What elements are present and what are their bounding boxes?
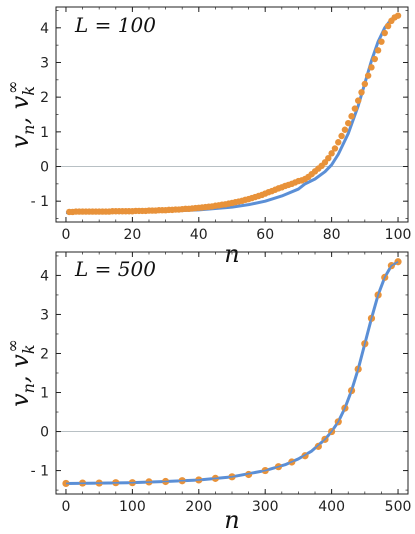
x-tick-label: 200 xyxy=(185,499,212,515)
data-point xyxy=(361,80,369,88)
data-point xyxy=(381,29,388,37)
data-point xyxy=(384,22,392,30)
x-tick-label: 100 xyxy=(385,227,412,243)
panel-label-top: L = 100 xyxy=(74,13,156,37)
plot-content: 0 20 40 60 80 100 - 1 0 1 2 3 4 xyxy=(31,6,412,243)
y-tick-label: 3 xyxy=(40,55,49,71)
plot-frame xyxy=(55,251,409,495)
plot-content: 0 100 200 300 400 500 - 1 0 1 2 3 4 xyxy=(31,251,412,515)
x-tick-label: 20 xyxy=(123,227,141,243)
x-tick-label: 0 xyxy=(62,499,71,515)
data-point xyxy=(364,72,372,79)
data-point xyxy=(358,89,365,96)
y-axis-label: vn, vk∞ xyxy=(3,81,38,149)
data-point xyxy=(345,119,352,127)
series-line xyxy=(65,260,399,485)
panel-bottom: 0 100 200 300 400 500 - 1 0 1 2 3 4 L = 500 n vn, vk∞ xyxy=(3,251,412,534)
data-point xyxy=(335,139,342,146)
y-tick-label: 1 xyxy=(40,125,49,141)
data-point xyxy=(325,154,332,162)
x-tick-label: 60 xyxy=(256,227,274,243)
data-point xyxy=(331,145,339,152)
data-point xyxy=(338,132,345,140)
y-tick-label: 0 xyxy=(40,160,49,176)
data-point xyxy=(351,105,359,112)
data-point xyxy=(348,113,355,120)
data-point xyxy=(354,97,362,104)
x-tick-label: 80 xyxy=(323,227,341,243)
data-point xyxy=(374,47,382,54)
y-tick-label: - 1 xyxy=(31,194,49,210)
series-line-overlay xyxy=(65,261,399,485)
data-point xyxy=(371,55,378,63)
y-tick-label: 0 xyxy=(40,425,49,441)
x-tick-label: 40 xyxy=(190,227,208,243)
x-axis-label: n xyxy=(224,506,239,534)
y-tick-label: 4 xyxy=(40,268,49,284)
panel-label-bottom: L = 500 xyxy=(74,257,156,281)
y-tick-label: - 1 xyxy=(31,464,49,480)
x-tick-label: 500 xyxy=(385,499,412,515)
data-point xyxy=(368,64,375,71)
x-tick-label: 400 xyxy=(318,499,345,515)
y-axis-label: vn, vk∞ xyxy=(3,339,38,407)
y-tick-label: 2 xyxy=(40,346,49,362)
data-point xyxy=(394,12,402,19)
y-tick-label: 2 xyxy=(40,90,49,106)
data-point xyxy=(328,150,335,157)
y-tick-label: 3 xyxy=(40,307,49,323)
x-tick-label: 100 xyxy=(119,499,146,515)
data-point xyxy=(378,38,385,45)
y-tick-label: 4 xyxy=(40,21,49,37)
x-tick-label: 0 xyxy=(62,227,71,243)
x-tick-label: 300 xyxy=(252,499,279,515)
data-point xyxy=(341,126,349,133)
y-tick-label: 1 xyxy=(40,386,49,402)
series-line xyxy=(65,14,399,215)
